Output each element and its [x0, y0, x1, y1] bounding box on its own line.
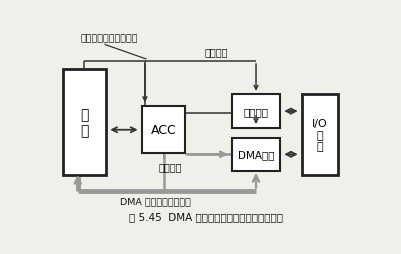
Text: 中断接口: 中断接口: [243, 107, 269, 117]
Text: DMA 方式数据传送通路: DMA 方式数据传送通路: [120, 197, 191, 206]
Text: 主
存: 主 存: [80, 107, 89, 137]
Text: 图 5.45  DMA 和程序中断两种方式的数据通路: 图 5.45 DMA 和程序中断两种方式的数据通路: [128, 211, 283, 221]
Text: 中断方式数据传送通路: 中断方式数据传送通路: [81, 34, 138, 43]
FancyBboxPatch shape: [63, 70, 106, 175]
FancyBboxPatch shape: [232, 95, 280, 128]
FancyBboxPatch shape: [302, 95, 338, 175]
Text: 输入指令: 输入指令: [204, 47, 228, 57]
Text: ACC: ACC: [151, 124, 176, 137]
FancyBboxPatch shape: [232, 138, 280, 171]
Text: DMA接口: DMA接口: [238, 150, 274, 160]
Text: I/O
设
备: I/O 设 备: [312, 119, 328, 152]
Text: 输出指令: 输出指令: [158, 162, 182, 171]
FancyBboxPatch shape: [142, 107, 185, 154]
